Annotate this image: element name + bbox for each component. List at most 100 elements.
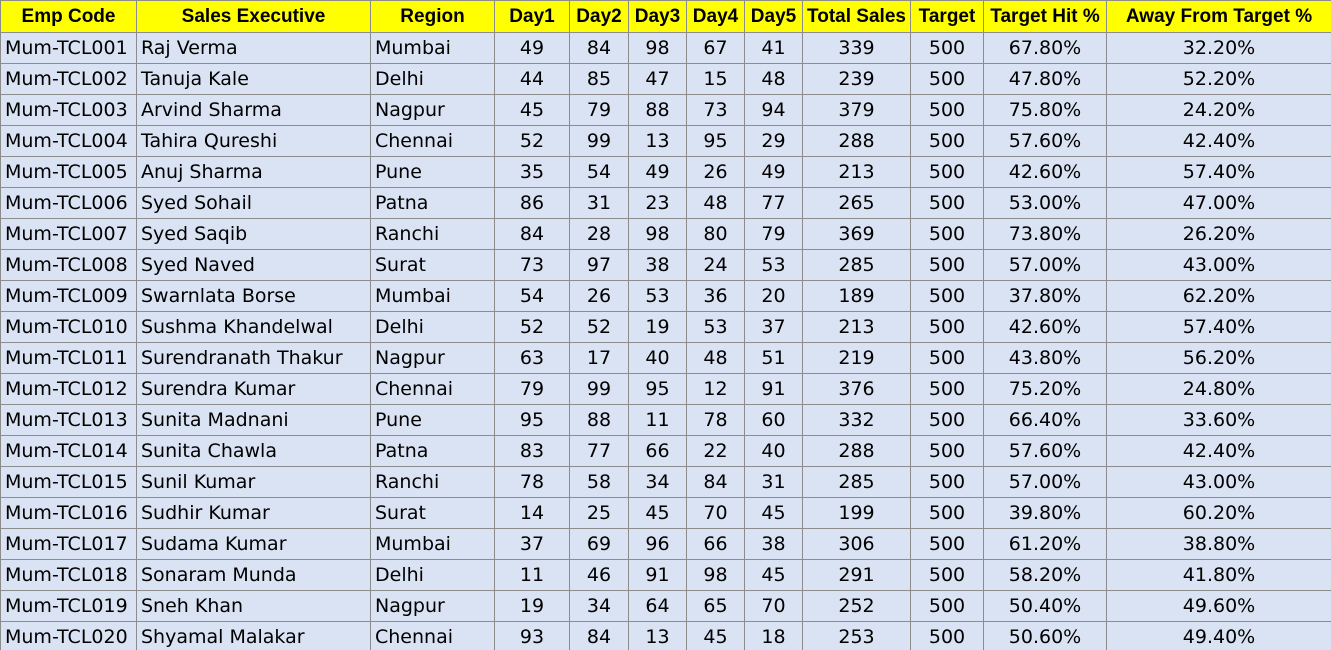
cell-sales-executive[interactable]: Syed Saqib [136,218,371,250]
cell-total-sales[interactable]: 288 [802,435,911,467]
cell-day1[interactable]: 78 [494,466,570,498]
cell-target-hit-pct[interactable]: 53.00% [983,187,1107,219]
cell-day2[interactable]: 99 [569,125,629,157]
cell-day3[interactable]: 13 [628,621,687,650]
cell-away-from-target-pct[interactable]: 49.40% [1106,621,1331,650]
cell-target-hit-pct[interactable]: 57.60% [983,125,1107,157]
cell-day3[interactable]: 49 [628,156,687,188]
cell-target-hit-pct[interactable]: 39.80% [983,497,1107,529]
column-header-target[interactable]: Target [910,0,984,33]
cell-sales-executive[interactable]: Syed Sohail [136,187,371,219]
cell-total-sales[interactable]: 265 [802,187,911,219]
cell-day3[interactable]: 40 [628,342,687,374]
cell-day4[interactable]: 78 [686,404,745,436]
cell-day2[interactable]: 46 [569,559,629,591]
cell-day2[interactable]: 79 [569,94,629,126]
cell-target-hit-pct[interactable]: 50.60% [983,621,1107,650]
cell-total-sales[interactable]: 189 [802,280,911,312]
cell-day1[interactable]: 45 [494,94,570,126]
cell-day4[interactable]: 80 [686,218,745,250]
cell-away-from-target-pct[interactable]: 41.80% [1106,559,1331,591]
cell-day2[interactable]: 58 [569,466,629,498]
cell-day2[interactable]: 28 [569,218,629,250]
cell-sales-executive[interactable]: Arvind Sharma [136,94,371,126]
cell-target-hit-pct[interactable]: 73.80% [983,218,1107,250]
cell-day4[interactable]: 22 [686,435,745,467]
cell-away-from-target-pct[interactable]: 49.60% [1106,590,1331,622]
column-header-day2[interactable]: Day2 [569,0,629,33]
cell-target-hit-pct[interactable]: 57.60% [983,435,1107,467]
cell-day3[interactable]: 53 [628,280,687,312]
cell-day4[interactable]: 65 [686,590,745,622]
cell-day4[interactable]: 48 [686,342,745,374]
column-header-region[interactable]: Region [370,0,495,33]
cell-emp-code[interactable]: Mum-TCL010 [0,311,137,343]
cell-emp-code[interactable]: Mum-TCL020 [0,621,137,650]
cell-sales-executive[interactable]: Syed Naved [136,249,371,281]
cell-target[interactable]: 500 [910,528,984,560]
cell-region[interactable]: Mumbai [370,280,495,312]
cell-total-sales[interactable]: 379 [802,94,911,126]
cell-total-sales[interactable]: 252 [802,590,911,622]
cell-region[interactable]: Chennai [370,125,495,157]
cell-day3[interactable]: 64 [628,590,687,622]
cell-target[interactable]: 500 [910,435,984,467]
cell-day2[interactable]: 97 [569,249,629,281]
cell-day3[interactable]: 66 [628,435,687,467]
cell-total-sales[interactable]: 213 [802,156,911,188]
cell-day5[interactable]: 29 [744,125,803,157]
cell-region[interactable]: Delhi [370,63,495,95]
cell-emp-code[interactable]: Mum-TCL011 [0,342,137,374]
column-header-target-hit-pct[interactable]: Target Hit % [983,0,1107,33]
cell-target-hit-pct[interactable]: 37.80% [983,280,1107,312]
cell-emp-code[interactable]: Mum-TCL019 [0,590,137,622]
cell-target[interactable]: 500 [910,342,984,374]
cell-day1[interactable]: 63 [494,342,570,374]
cell-day5[interactable]: 70 [744,590,803,622]
cell-day2[interactable]: 85 [569,63,629,95]
cell-day5[interactable]: 37 [744,311,803,343]
column-header-emp-code[interactable]: Emp Code [0,0,137,33]
cell-day5[interactable]: 49 [744,156,803,188]
cell-sales-executive[interactable]: Sudhir Kumar [136,497,371,529]
cell-total-sales[interactable]: 376 [802,373,911,405]
cell-emp-code[interactable]: Mum-TCL009 [0,280,137,312]
cell-day1[interactable]: 19 [494,590,570,622]
cell-target[interactable]: 500 [910,311,984,343]
cell-day1[interactable]: 79 [494,373,570,405]
cell-day3[interactable]: 23 [628,187,687,219]
cell-sales-executive[interactable]: Sonaram Munda [136,559,371,591]
cell-region[interactable]: Pune [370,156,495,188]
cell-target[interactable]: 500 [910,590,984,622]
cell-day2[interactable]: 84 [569,621,629,650]
cell-day4[interactable]: 73 [686,94,745,126]
cell-total-sales[interactable]: 288 [802,125,911,157]
cell-day1[interactable]: 14 [494,497,570,529]
cell-day1[interactable]: 54 [494,280,570,312]
cell-sales-executive[interactable]: Anuj Sharma [136,156,371,188]
cell-sales-executive[interactable]: Surendranath Thakur [136,342,371,374]
cell-day3[interactable]: 45 [628,497,687,529]
cell-day3[interactable]: 96 [628,528,687,560]
cell-emp-code[interactable]: Mum-TCL005 [0,156,137,188]
cell-target[interactable]: 500 [910,94,984,126]
cell-emp-code[interactable]: Mum-TCL007 [0,218,137,250]
cell-day2[interactable]: 88 [569,404,629,436]
cell-emp-code[interactable]: Mum-TCL012 [0,373,137,405]
cell-total-sales[interactable]: 291 [802,559,911,591]
cell-day5[interactable]: 40 [744,435,803,467]
cell-day1[interactable]: 11 [494,559,570,591]
cell-day5[interactable]: 45 [744,559,803,591]
cell-region[interactable]: Mumbai [370,528,495,560]
cell-sales-executive[interactable]: Sneh Khan [136,590,371,622]
cell-day2[interactable]: 26 [569,280,629,312]
cell-day1[interactable]: 52 [494,311,570,343]
cell-day3[interactable]: 47 [628,63,687,95]
cell-day5[interactable]: 38 [744,528,803,560]
cell-target-hit-pct[interactable]: 57.00% [983,466,1107,498]
cell-region[interactable]: Chennai [370,621,495,650]
cell-day5[interactable]: 60 [744,404,803,436]
cell-emp-code[interactable]: Mum-TCL002 [0,63,137,95]
cell-day4[interactable]: 24 [686,249,745,281]
cell-day2[interactable]: 34 [569,590,629,622]
